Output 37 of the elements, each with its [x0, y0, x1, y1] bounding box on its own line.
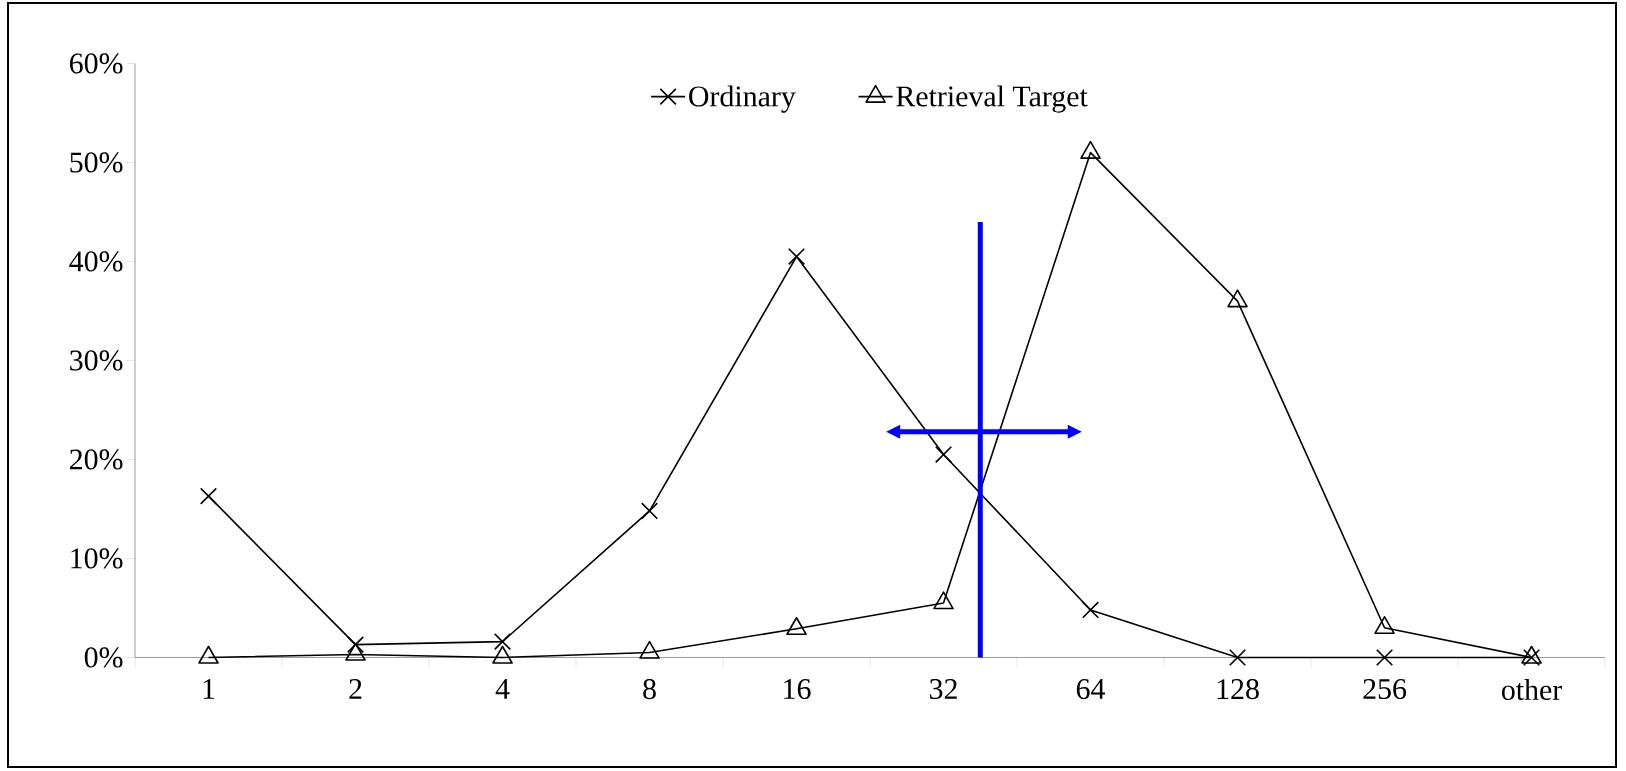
y-tick-label: 20% [70, 449, 123, 470]
point [640, 502, 659, 520]
point [639, 640, 660, 659]
legend-label: Retrieval Target [896, 85, 1088, 113]
point [493, 633, 512, 651]
point [346, 636, 365, 654]
x-tick-label: 16 [784, 679, 811, 700]
x-tick-label: 8 [643, 679, 656, 700]
point [934, 445, 953, 464]
legend-label: Ordinary [689, 85, 796, 113]
point [1375, 648, 1394, 667]
point [198, 645, 219, 664]
point [1374, 615, 1395, 635]
point [1228, 648, 1247, 667]
y-tick-label: 50% [70, 152, 123, 173]
y-tick-label: 40% [69, 251, 123, 272]
point [787, 247, 806, 266]
x-tick-label: 32 [930, 679, 957, 700]
point [1080, 140, 1101, 159]
y-tick-label: 30% [70, 350, 123, 371]
x-tick-label: 4 [495, 679, 510, 699]
point [199, 487, 218, 505]
point [345, 642, 366, 661]
point [1081, 601, 1100, 619]
point [492, 645, 513, 664]
y-tick-label: 60% [69, 53, 123, 74]
x-tick-label: other [1501, 679, 1562, 701]
x-tick-label: 2 [349, 679, 362, 699]
point [1227, 289, 1248, 308]
point [933, 591, 954, 610]
x-tick-label: 1 [203, 679, 215, 699]
x-tick-label: 128 [1217, 679, 1259, 700]
x-tick-label: 64 [1076, 679, 1106, 700]
x-tick-label: 256 [1363, 679, 1407, 700]
point [786, 616, 807, 636]
y-tick-label: 10% [71, 548, 123, 569]
y-tick-label: 0% [84, 647, 123, 668]
